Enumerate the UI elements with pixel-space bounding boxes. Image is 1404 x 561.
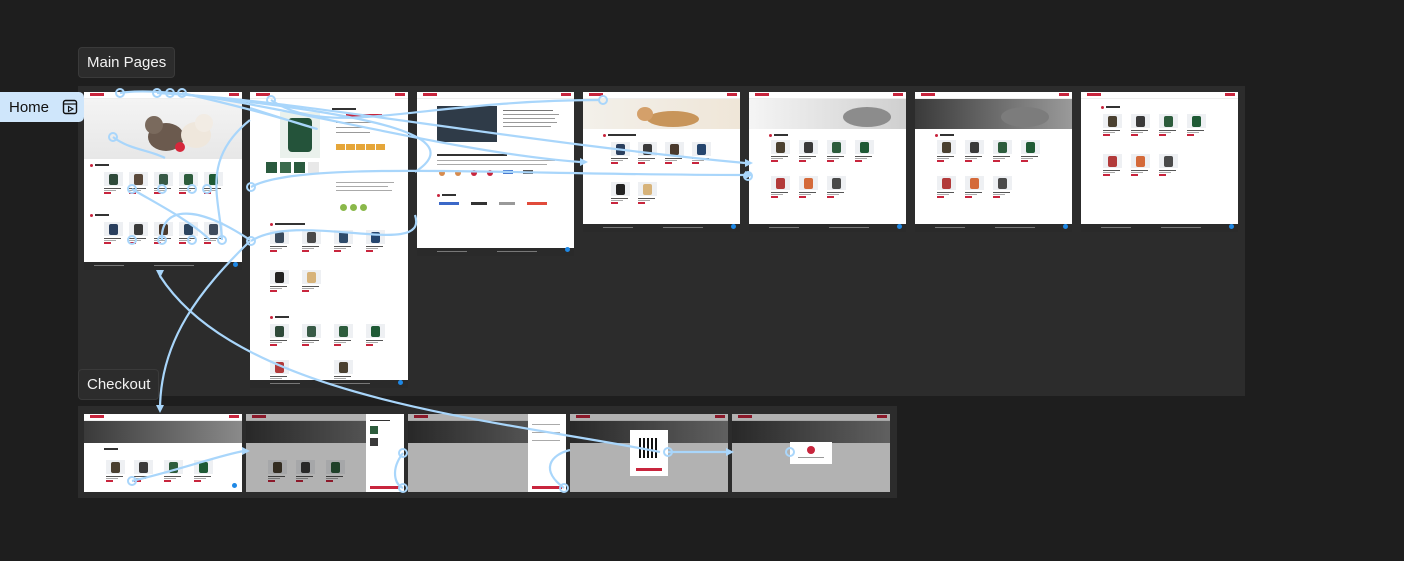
site-header [749,92,906,99]
hotspot-node[interactable] [152,88,162,98]
hotspot-node[interactable] [559,483,569,493]
site-footer [1081,224,1238,232]
hotspot-node[interactable] [127,235,137,245]
site-footer [583,224,740,232]
cat-illustration [1001,107,1049,127]
hotspot-node[interactable] [246,182,256,192]
hotspot-node[interactable] [187,235,197,245]
hotspot-node[interactable] [127,476,137,486]
hotspot-node[interactable] [598,95,608,105]
cart-drawer-frame[interactable] [246,414,404,492]
success-modal[interactable] [790,442,832,464]
cat-illustration [843,107,891,127]
site-footer [749,224,906,232]
qr-code-icon [639,438,659,458]
checkout-form-frame[interactable] [408,414,566,492]
hotspot-node[interactable] [398,483,408,493]
hotspot-node[interactable] [217,235,227,245]
site-header [1081,92,1238,99]
about-image [437,106,497,142]
site-header [417,92,574,99]
product-image [280,112,320,158]
payment-success-frame[interactable] [732,414,890,492]
kittens-illustration [145,114,213,152]
checkout-list-frame[interactable] [84,414,242,492]
hotspot-node[interactable] [157,184,167,194]
dog-products-frame[interactable] [583,92,740,232]
cat-listing-frame[interactable] [915,92,1072,232]
about-page-frame[interactable] [417,92,574,256]
hotspot-node[interactable] [266,95,276,105]
checkout-label[interactable]: Checkout [78,369,160,400]
site-footer [84,262,242,270]
cat-category-frame[interactable] [749,92,906,232]
partners-row [439,202,569,208]
qr-payment-frame[interactable] [570,414,728,492]
check-circle-icon [807,446,815,454]
site-footer [915,224,1072,232]
hotspot-node[interactable] [246,236,256,246]
site-footer [417,248,574,256]
flow-start-icon [62,99,78,115]
checkout-form-panel[interactable] [528,414,566,492]
hotspot-node[interactable] [663,447,673,457]
hotspot-node[interactable] [165,88,175,98]
product-detail-frame[interactable] [250,92,408,388]
hotspot-node[interactable] [785,447,795,457]
hotspot-node[interactable] [743,171,753,181]
hotspot-node[interactable] [115,88,125,98]
cat-filtered-frame[interactable] [1081,92,1238,232]
site-footer [250,380,408,388]
hero-banner [84,99,242,159]
hotspot-node[interactable] [127,184,137,194]
cat-banner [915,99,1072,129]
hotspot-node[interactable] [398,448,408,458]
hotspot-node[interactable] [157,235,167,245]
site-header [84,92,242,99]
hotspot-node[interactable] [108,132,118,142]
site-header [915,92,1072,99]
hotspot-node[interactable] [202,184,212,194]
flow-start-label: Home [9,98,50,116]
flow-start-home-chip[interactable]: Home [0,92,84,122]
icon-row [439,170,559,178]
cat-banner [749,99,906,129]
hotspot-node[interactable] [187,184,197,194]
main-pages-label[interactable]: Main Pages [78,47,176,78]
hotspot-node[interactable] [177,88,187,98]
